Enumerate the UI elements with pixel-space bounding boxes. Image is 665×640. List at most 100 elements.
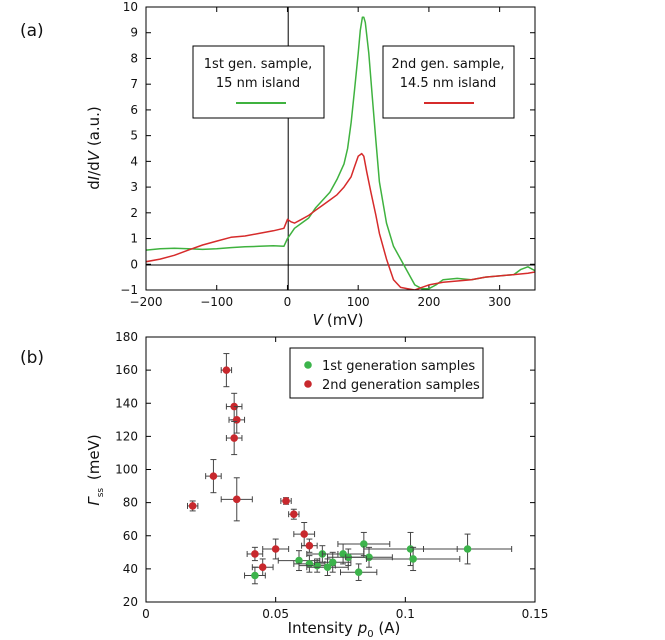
panel-a-ylabel-unit: (a.u.): [85, 106, 103, 151]
panel-a-ytick-label: 9: [130, 26, 138, 40]
data-point-1st-generation: [314, 551, 352, 573]
marker-2nd-generation: [258, 563, 267, 572]
panel-b-xtick-label: 0.05: [262, 607, 289, 621]
panel-b-xlabel-unit: (A): [374, 619, 401, 637]
data-point-1st-generation: [306, 558, 349, 576]
panel-a-ytick-label: 3: [130, 180, 138, 194]
panel-a-ytick-label: 2: [130, 206, 138, 220]
data-point-1st-generation: [244, 566, 266, 585]
panel-b-xtick-label: 0.15: [522, 607, 549, 621]
panel-b-xlabel-sub: 0: [367, 629, 373, 640]
panel-a-ylabel: dI/dV (a.u.): [85, 106, 103, 190]
panel-b-points: [186, 353, 513, 585]
panel-a-ytick-label: 10: [123, 0, 138, 14]
legend-2nd-generation-label: 2nd generation samples: [322, 378, 480, 393]
data-point-2nd-generation: [301, 538, 318, 553]
panel-b-frame: [145, 336, 536, 603]
panel-a-series: [146, 16, 535, 290]
panel-b-xtick-label: 0.1: [396, 607, 415, 621]
panel-a-xlabel: V (mV): [313, 311, 364, 329]
marker-2nd-generation: [282, 497, 290, 505]
marker-1st-generation: [409, 555, 417, 563]
legend-1st-gen-line1: 1st gen. sample,: [204, 57, 312, 72]
data-point-1st-generation: [321, 543, 365, 565]
panel-b-ytick-label: 80: [123, 496, 138, 510]
data-point-2nd-generation: [225, 420, 243, 456]
panel-b-legend-frame: [289, 347, 484, 399]
panel-a-xlabel-unit: (mV): [327, 311, 364, 329]
legend-2nd-gen-line1: 2nd gen. sample,: [391, 57, 504, 72]
data-point-2nd-generation: [288, 508, 300, 520]
marker-2nd-generation: [300, 530, 308, 538]
marker-2nd-generation: [251, 550, 259, 558]
data-point-2nd-generation: [251, 558, 274, 576]
legend-1st-gen-line2: 15 nm island: [216, 76, 300, 91]
legend-1st-generation-marker: [304, 361, 312, 369]
marker-2nd-generation: [305, 541, 314, 550]
panel-b-ylabel: Γss (meV): [85, 434, 106, 505]
panel-a-ytick-label: 6: [130, 103, 138, 117]
marker-1st-generation: [295, 556, 303, 565]
panel-b-ylabel-sub: ss: [96, 488, 106, 498]
data-point-2nd-generation: [293, 522, 316, 547]
marker-2nd-generation: [222, 366, 231, 374]
panel-a-ylabel-slash: /d: [85, 161, 103, 176]
panel-a-ytick-label: 0: [130, 257, 138, 271]
legend-2nd-gen-line2: 14.5 nm island: [400, 76, 497, 91]
legend-box-2nd-gen: 2nd gen. sample, 14.5 nm island: [382, 45, 515, 119]
panel-b-ytick-label: 120: [115, 429, 138, 443]
marker-1st-generation: [323, 563, 332, 572]
panel-b-xtick-label: 0: [142, 607, 150, 621]
panel-b-ylabel-var: Γ: [85, 496, 103, 506]
panel-b-xticks: 0 0.05 0.1 0.15: [142, 337, 548, 621]
data-point-2nd-generation: [280, 497, 292, 505]
panel-a-xtick-label: −100: [200, 295, 233, 309]
panel-a-frame: [145, 6, 536, 291]
data-point-2nd-generation: [228, 406, 246, 434]
legend-box-2nd-gen-frame: [382, 45, 515, 119]
marker-2nd-generation: [209, 472, 218, 480]
marker-1st-generation: [354, 568, 363, 576]
marker-2nd-generation: [232, 495, 241, 504]
marker-1st-generation: [360, 540, 368, 548]
panel-b-ytick-label: 40: [123, 562, 138, 576]
panel-a-xticks: −200 −100 0 100 200 300: [130, 7, 511, 309]
panel-a-xtick-label: 100: [347, 295, 370, 309]
panel-a-xtick-label: 300: [488, 295, 511, 309]
panel-b-yticks: 20 40 60 80 100 120 140 160 180: [115, 330, 535, 609]
marker-2nd-generation: [271, 545, 280, 553]
marker-2nd-generation: [290, 510, 298, 519]
panel-a-xtick-label: 0: [284, 295, 292, 309]
panel-a-label: (a): [20, 21, 44, 41]
marker-2nd-generation: [188, 502, 197, 510]
panel-a-ytick-label: −1: [120, 283, 138, 297]
panel-a-ylabel-var1: I: [85, 175, 103, 180]
panel-a-ytick-label: 8: [130, 51, 138, 65]
data-point-2nd-generation: [262, 538, 290, 560]
data-point-2nd-generation: [186, 500, 199, 512]
panel-a-ytick-label: 5: [130, 129, 138, 143]
panel-a-xtick-label: −200: [130, 295, 163, 309]
panel-a-ylabel-var2: V: [85, 149, 103, 161]
panel-b-ytick-label: 160: [115, 363, 138, 377]
panel-a-ytick-label: 1: [130, 232, 138, 246]
legend-box-1st-gen-frame: [192, 45, 325, 119]
legend-1st-generation-label: 1st generation samples: [322, 359, 475, 374]
marker-1st-generation: [328, 558, 337, 567]
marker-2nd-generation: [230, 434, 238, 442]
panel-b-ylabel-unit: (meV): [85, 434, 103, 485]
legend-box-1st-gen: 1st gen. sample, 15 nm island: [192, 45, 325, 119]
panel-b-xlabel: Intensity p0 (A): [288, 619, 401, 640]
data-point-1st-generation: [422, 533, 513, 565]
panel-a-xtick-label: 200: [417, 295, 440, 309]
panel-b-legend: 1st generation samples 2nd generation sa…: [289, 347, 484, 399]
legend-2nd-generation-marker: [304, 380, 312, 388]
series-1st-gen-line: [146, 16, 535, 290]
panel-a-ytick-label: 7: [130, 77, 138, 91]
marker-1st-generation: [251, 571, 259, 580]
panel-a-xlabel-var: V: [313, 311, 325, 329]
panel-b-ytick-label: 180: [115, 330, 138, 344]
data-point-2nd-generation: [220, 477, 253, 522]
panel-b-ytick-label: 100: [115, 463, 138, 477]
